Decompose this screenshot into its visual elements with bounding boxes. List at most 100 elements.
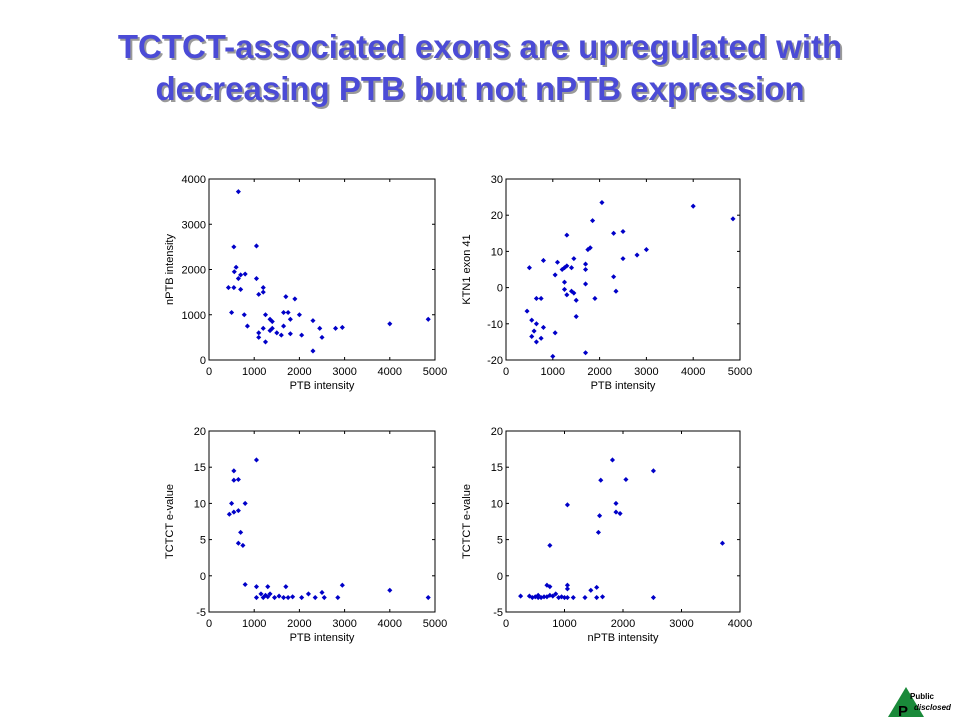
plot-axes-box: [208, 430, 436, 613]
x-tick-label: 0: [503, 366, 509, 378]
data-point: [256, 291, 262, 297]
y-axis-label: nPTB intensity: [164, 234, 176, 305]
data-point: [256, 334, 262, 340]
data-point: [312, 594, 318, 601]
logo-triangle-icon: [888, 687, 924, 717]
data-point: [573, 297, 579, 303]
data-point: [305, 591, 311, 597]
data-point: [226, 511, 232, 517]
data-point: [538, 295, 544, 302]
data-point: [552, 330, 558, 336]
data-point: [253, 594, 260, 601]
data-point: [310, 348, 316, 354]
x-tick-label: 2000: [287, 618, 311, 630]
scatter-panel-1: 0 1000 2000 3000 4000 5000 0 1000 2000 3000 4000 PT…: [164, 174, 447, 392]
data-point: [583, 266, 589, 273]
data-point: [339, 582, 345, 588]
x-tick-label: 3000: [669, 618, 693, 630]
data-point: [609, 457, 616, 463]
data-point: [529, 333, 535, 340]
y-tick-label: 15: [491, 462, 503, 474]
data-point: [281, 323, 287, 329]
logo-text-line-2: disclosed: [914, 703, 952, 712]
data-point: [613, 509, 619, 515]
y-axis-label: TCTCT e-value: [461, 484, 473, 559]
x-tick-label: 4000: [378, 618, 402, 630]
y-tick-label: 20: [491, 210, 503, 222]
data-point: [650, 594, 656, 601]
data-point: [594, 594, 600, 601]
plot-axes-box: [505, 430, 741, 613]
data-point: [235, 276, 241, 282]
y-tick-label: 0: [200, 355, 206, 367]
data-point: [231, 477, 237, 483]
x-tick-label: 3000: [332, 366, 356, 378]
data-point: [242, 581, 248, 588]
data-point: [231, 468, 237, 474]
data-point: [335, 594, 341, 601]
data-point: [564, 232, 570, 238]
data-point: [238, 272, 244, 278]
data-point: [231, 285, 237, 291]
data-point: [611, 274, 617, 280]
data-point: [242, 500, 248, 506]
x-tick-label: 1000: [242, 618, 266, 630]
data-point: [290, 594, 296, 600]
data-point: [229, 309, 235, 316]
data-point: [611, 230, 617, 236]
data-point: [271, 594, 278, 601]
y-axis-label: KTN1 exon 41: [461, 234, 473, 304]
data-point: [583, 261, 589, 267]
data-point: [287, 316, 293, 322]
y-tick-label: 10: [491, 498, 503, 510]
data-point: [595, 529, 601, 535]
data-point: [387, 587, 393, 593]
data-point: [538, 335, 544, 341]
x-tick-label: 2000: [287, 366, 311, 378]
x-tick-label: 1000: [242, 366, 266, 378]
data-point: [256, 330, 262, 336]
data-point: [564, 594, 570, 601]
y-tick-label: 2000: [182, 265, 206, 277]
data-point: [296, 312, 302, 318]
scatter-panel-2: 0 1000 2000 3000 4000 5000 -20 -10 0 10 20 30 PTB in…: [461, 174, 752, 392]
data-point: [540, 324, 546, 330]
data-point: [235, 508, 241, 514]
data-point: [274, 330, 280, 336]
data-point: [643, 247, 649, 253]
data-point: [550, 353, 556, 359]
data-point: [238, 529, 244, 535]
data-point: [287, 331, 293, 337]
data-point: [533, 295, 539, 302]
data-point: [253, 457, 260, 463]
data-point: [564, 582, 570, 588]
data-point: [529, 317, 535, 323]
x-axis-label: PTB intensity: [591, 380, 656, 392]
data-point: [283, 584, 289, 590]
x-tick-label: 3000: [332, 618, 356, 630]
data-point: [524, 308, 530, 314]
y-tick-label: 0: [497, 571, 503, 583]
x-tick-label: 2000: [611, 618, 635, 630]
data-point: [319, 334, 325, 340]
data-point: [260, 289, 266, 295]
data-point: [623, 476, 629, 483]
data-point: [650, 468, 656, 474]
data-point: [267, 316, 273, 322]
data-point: [231, 244, 237, 250]
data-point: [547, 584, 553, 590]
x-axis-label: PTB intensity: [290, 632, 355, 644]
data-point: [554, 259, 561, 265]
y-tick-label: 20: [194, 426, 206, 438]
y-tick-label: 5: [497, 535, 503, 547]
data-point: [583, 350, 589, 356]
x-tick-label: 5000: [728, 366, 752, 378]
data-point: [599, 199, 605, 206]
data-point: [310, 318, 316, 324]
x-tick-label: 1000: [541, 366, 565, 378]
data-point: [260, 325, 266, 331]
data-point: [317, 325, 323, 331]
data-point: [594, 584, 600, 590]
y-tick-label: -20: [487, 355, 503, 367]
x-tick-label: 1000: [552, 618, 576, 630]
